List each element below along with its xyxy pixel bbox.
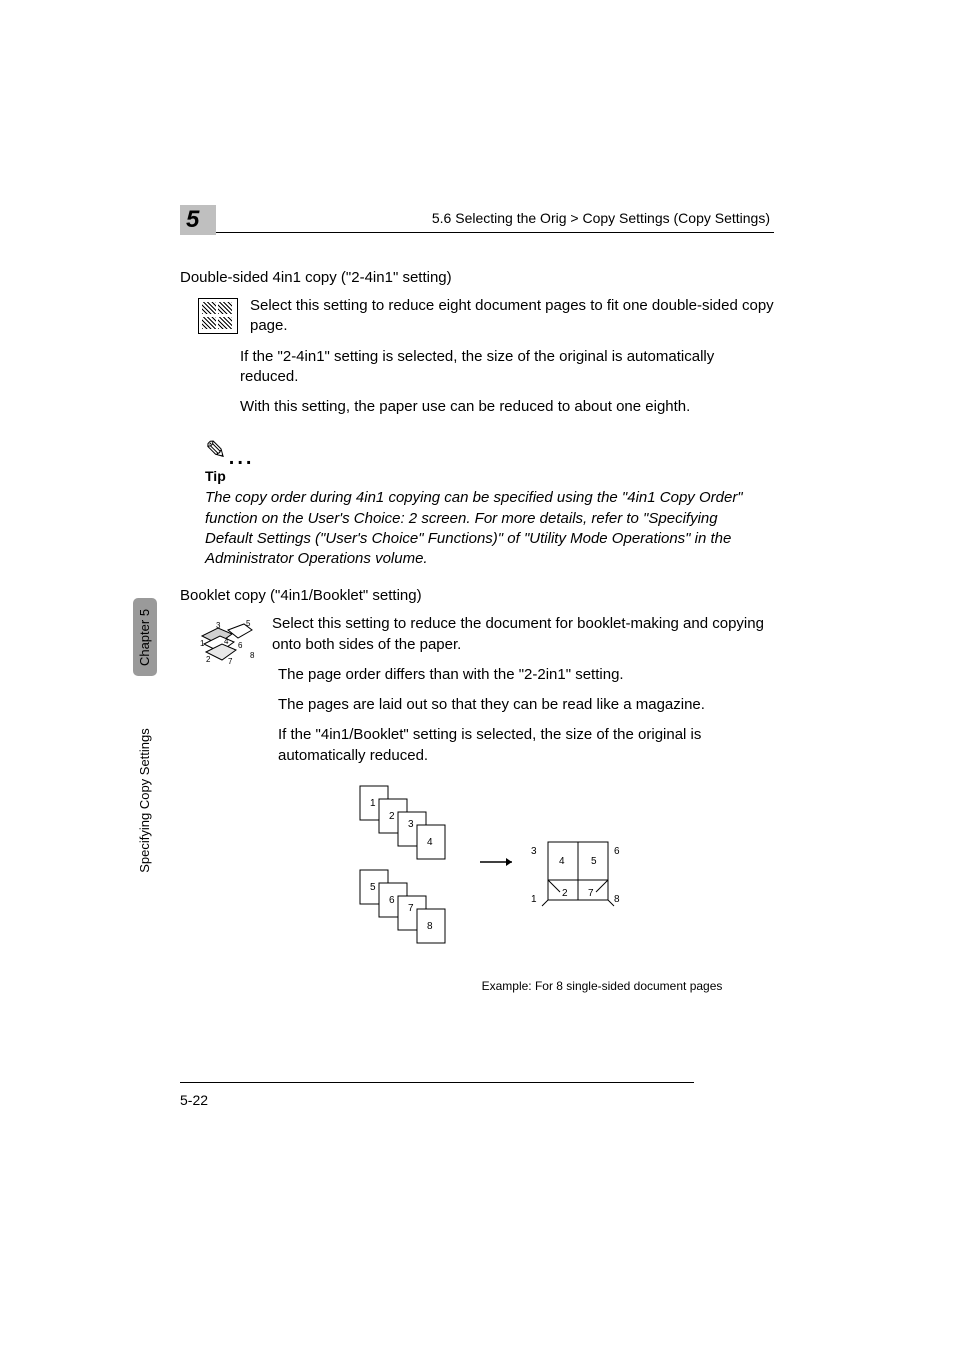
svg-text:4: 4 (427, 837, 433, 848)
svg-text:1: 1 (370, 798, 376, 809)
section2-p4: If the "4in1/Booklet" setting is selecte… (278, 725, 774, 766)
booklet-diagram: 1 2 3 4 5 6 7 8 (350, 782, 774, 993)
svg-text:8: 8 (614, 894, 620, 905)
section2-p1: Select this setting to reduce the docume… (272, 614, 774, 655)
two-4in1-icon (198, 298, 238, 334)
svg-text:2: 2 (389, 811, 395, 822)
section1-p1: Select this setting to reduce eight docu… (250, 296, 774, 337)
sidebar-chapter-label: Chapter 5 (138, 608, 153, 665)
svg-text:7: 7 (228, 657, 233, 666)
svg-text:8: 8 (427, 921, 433, 932)
svg-text:1: 1 (531, 894, 537, 905)
sidebar-chapter-tab: Chapter 5 (133, 598, 157, 676)
sidebar-section-label: Specifying Copy Settings (137, 728, 152, 873)
chapter-number-badge: 5 (180, 205, 216, 235)
chapter-number: 5 (186, 206, 199, 234)
pencil-tip-icon: ✎... (205, 435, 774, 466)
svg-text:7: 7 (408, 903, 414, 914)
booklet-icon: 1 2 3 4 5 6 7 8 (198, 616, 256, 668)
svg-text:3: 3 (408, 819, 414, 830)
svg-text:5: 5 (591, 856, 597, 867)
header-rule (180, 232, 774, 233)
svg-text:6: 6 (389, 895, 395, 906)
tip-label: Tip (205, 468, 774, 484)
section1-heading: Double-sided 4in1 copy ("2-4in1" setting… (180, 269, 774, 286)
svg-text:2: 2 (206, 655, 211, 664)
section1-p2: If the "2-4in1" setting is selected, the… (240, 347, 774, 388)
sidebar-section-label-wrap: Specifying Copy Settings (134, 710, 154, 890)
svg-text:7: 7 (588, 888, 594, 899)
svg-text:1: 1 (200, 639, 205, 648)
svg-text:6: 6 (614, 846, 620, 857)
svg-text:8: 8 (250, 651, 255, 660)
section2-heading: Booklet copy ("4in1/Booklet" setting) (180, 587, 774, 604)
svg-text:2: 2 (562, 888, 568, 899)
section2-p3: The pages are laid out so that they can … (278, 695, 774, 715)
svg-text:3: 3 (216, 621, 221, 630)
page-number: 5-22 (180, 1092, 208, 1108)
header-breadcrumb: 5.6 Selecting the Orig > Copy Settings (… (180, 210, 774, 226)
svg-text:5: 5 (370, 882, 376, 893)
svg-text:5: 5 (246, 619, 251, 628)
tip-body: The copy order during 4in1 copying can b… (205, 488, 764, 569)
svg-text:4: 4 (224, 637, 229, 646)
section2-p2: The page order differs than with the "2-… (278, 665, 774, 685)
diagram-caption: Example: For 8 single-sided document pag… (430, 979, 774, 993)
svg-text:3: 3 (531, 846, 537, 857)
svg-text:4: 4 (559, 856, 565, 867)
svg-text:6: 6 (238, 641, 243, 650)
footer-rule (180, 1082, 694, 1083)
section1-p3: With this setting, the paper use can be … (240, 397, 774, 417)
